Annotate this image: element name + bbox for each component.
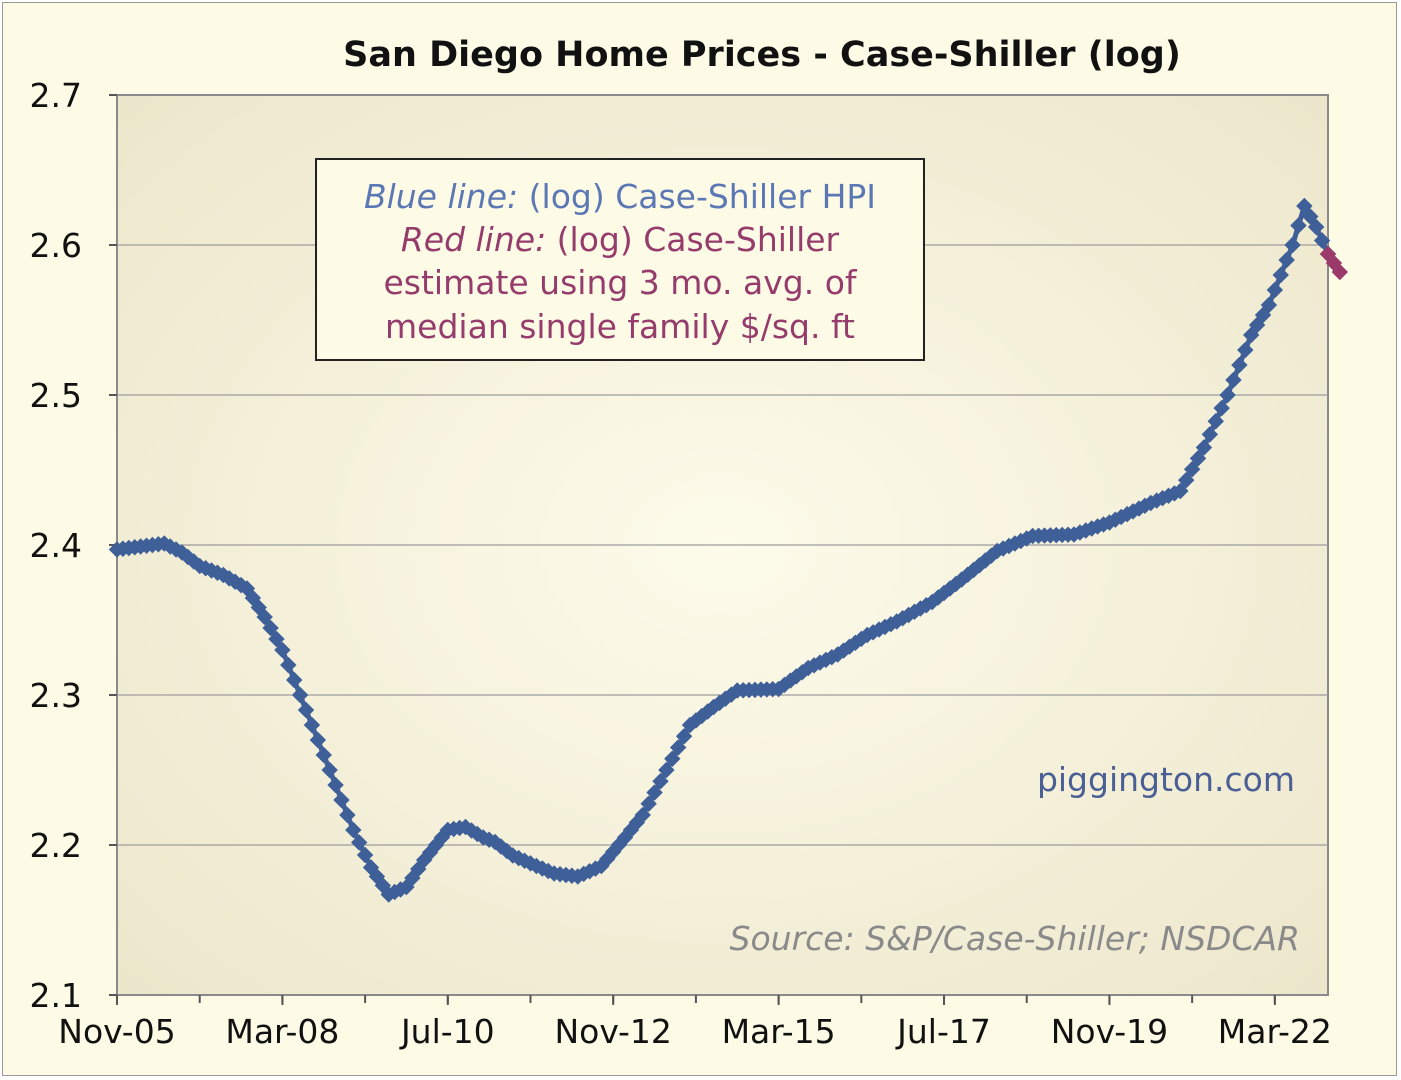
blue-point [1242,326,1260,344]
y-tick-label: 2.7 [30,76,82,115]
blue-point [669,739,687,756]
legend-line-3: estimate using 3 mo. avg. of [383,263,857,302]
x-tick-label: Nov-12 [555,1012,672,1051]
blue-point [1266,281,1284,299]
blue-point [262,619,279,637]
blue-point [640,795,657,812]
blue-point [1278,251,1295,269]
legend-line-1: Blue line: (log) Case-Shiller HPI [364,177,876,216]
blue-point [675,728,693,745]
y-tick-label: 2.1 [30,976,82,1015]
blue-point [280,656,297,674]
legend-line-2-text: (log) Case-Shiller [546,220,839,259]
y-tick-label: 2.2 [30,826,82,865]
blue-point [1248,316,1266,334]
x-tick-label: Jul-10 [399,1012,495,1051]
x-tick-label: Mar-22 [1218,1012,1332,1051]
legend-line-1-label: Blue line: [364,177,518,216]
blue-point [356,846,374,864]
blue-point [1313,232,1331,249]
blue-point [658,761,675,779]
x-tick-label: Mar-08 [225,1012,339,1051]
blue-point [1225,371,1242,389]
blue-point [1284,236,1301,254]
blue-point [1172,482,1189,500]
legend-box: Blue line: (log) Case-Shiller HPI Red li… [315,158,925,361]
source-note: Source: S&P/Case-Shiller; NSDCAR [730,919,1300,958]
blue-point [291,686,309,704]
blue-point [321,761,338,779]
y-tick-label: 2.5 [30,376,82,415]
blue-point [1201,426,1219,443]
blue-point [1272,266,1289,284]
x-tick-label: Jul-17 [895,1012,991,1051]
blue-point [315,746,332,764]
blue-point [286,671,303,689]
watermark: piggington.com [1037,760,1295,799]
legend-line-1-text: (log) Case-Shiller HPI [518,177,876,216]
blue-point [1254,306,1272,324]
blue-point [1213,399,1230,417]
legend-line-2: Red line: (log) Case-Shiller [401,220,840,259]
blue-point [309,731,327,749]
blue-point [1189,450,1207,467]
blue-point [1183,461,1201,478]
blue-point [1290,217,1307,234]
axis-layer: 2.1 2.2 2.3 2.4 2.5 2.6 2.7 Nov-05 Mar-08 Jul-10 N… [30,76,1332,1051]
blue-point [274,641,291,659]
blue-point [327,776,344,794]
series-layer [108,197,1349,903]
blue-point [1178,471,1195,489]
blue-point [333,791,350,809]
y-tick-label: 2.4 [30,526,82,565]
blue-point [646,784,663,801]
x-tick-label: Nov-19 [1051,1012,1168,1051]
blue-point [1302,208,1319,225]
blue-point [1260,296,1278,314]
blue-point [268,630,285,648]
x-tick-label: Nov-05 [58,1012,175,1051]
legend-line-4: median single family $/sq. ft [385,307,855,346]
blue-point [345,821,362,839]
y-tick-label: 2.3 [30,676,82,715]
chart-title: San Diego Home Prices - Case-Shiller (lo… [343,35,1181,75]
blue-point [350,834,368,851]
x-tick-label: Mar-15 [722,1012,836,1051]
blue-point [634,806,651,824]
blue-point [339,806,356,824]
blue-point [297,701,315,719]
blue-point [1237,341,1254,359]
blue-point [652,773,669,790]
blue-point [1296,197,1313,215]
blue-point [1231,356,1248,374]
red-point [1331,263,1349,281]
blue-point [664,750,681,767]
blue-point [303,716,321,734]
blue-point [1195,439,1213,456]
y-tick-label: 2.6 [30,226,82,265]
blue-point [1207,413,1224,430]
legend-line-2-label: Red line: [401,220,546,259]
blue-point [256,608,273,626]
blue-point [1219,386,1236,404]
blue-point [1307,218,1325,236]
